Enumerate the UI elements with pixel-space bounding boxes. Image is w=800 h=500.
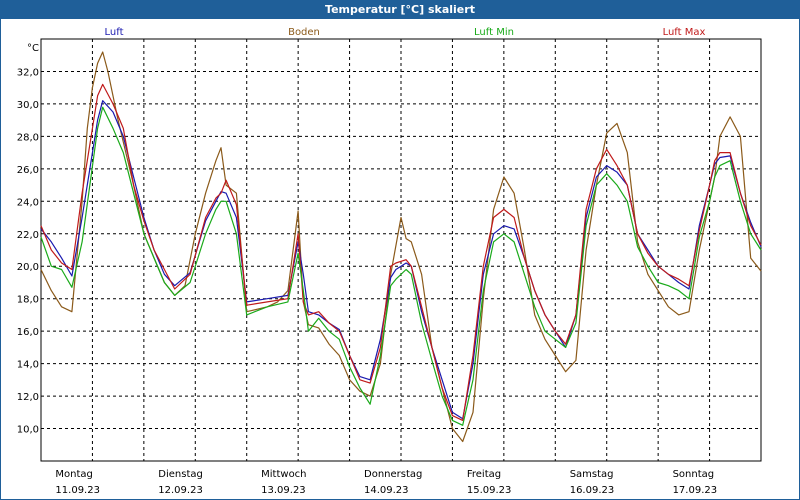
y-tick-label: 28,0 (17, 132, 39, 143)
x-tick-date: 13.09.23 (261, 485, 306, 496)
legend-entry: Luft Min (474, 27, 514, 38)
x-tick-day: Freitag (467, 469, 501, 480)
y-tick-label: 18,0 (17, 295, 39, 306)
y-tick-label: 32,0 (17, 67, 39, 78)
y-tick-label: 20,0 (17, 262, 39, 273)
y-tick-label: 14,0 (17, 360, 39, 371)
y-tick-label: 22,0 (17, 230, 39, 241)
series-line (40, 106, 762, 426)
gridlines (41, 39, 762, 461)
y-axis: °C 10,0 12,0 14,0 16,0 18,0 20,0 22,0 24,0 26,0 28… (17, 43, 39, 436)
x-tick-day: Montag (55, 469, 92, 480)
x-tick-date: 11.09.23 (55, 485, 100, 496)
y-tick-label: 10,0 (17, 425, 39, 436)
series-lines (40, 51, 762, 443)
x-tick-date: 14.09.23 (364, 485, 409, 496)
series-line (40, 83, 762, 421)
y-tick-label: 26,0 (17, 165, 39, 176)
y-tick-label: 30,0 (17, 100, 39, 111)
x-axis: Montag 11.09.23 Dienstag 12.09.23 Mittwoch 13… (55, 469, 717, 496)
legend-entry: Boden (288, 27, 320, 38)
x-tick-day: Samstag (570, 469, 614, 480)
x-tick-date: 17.09.23 (673, 485, 718, 496)
chart-title: Temperatur [°C] skaliert (1, 1, 799, 19)
x-tick-day: Mittwoch (261, 469, 306, 480)
series-line (40, 100, 762, 420)
x-tick-date: 12.09.23 (158, 485, 203, 496)
y-axis-unit: °C (27, 43, 39, 54)
y-tick-label: 12,0 (17, 392, 39, 403)
x-tick-day: Sonntag (673, 469, 715, 480)
x-tick-day: Donnerstag (364, 469, 422, 480)
legend: Luft Boden Luft Min Luft Max (105, 27, 706, 38)
x-tick-date: 15.09.23 (467, 485, 512, 496)
y-tick-label: 16,0 (17, 327, 39, 338)
x-tick-date: 16.09.23 (570, 485, 615, 496)
legend-entry: Luft Max (663, 27, 706, 38)
y-tick-label: 24,0 (17, 197, 39, 208)
x-tick-day: Dienstag (158, 469, 203, 480)
legend-entry: Luft (105, 27, 124, 38)
